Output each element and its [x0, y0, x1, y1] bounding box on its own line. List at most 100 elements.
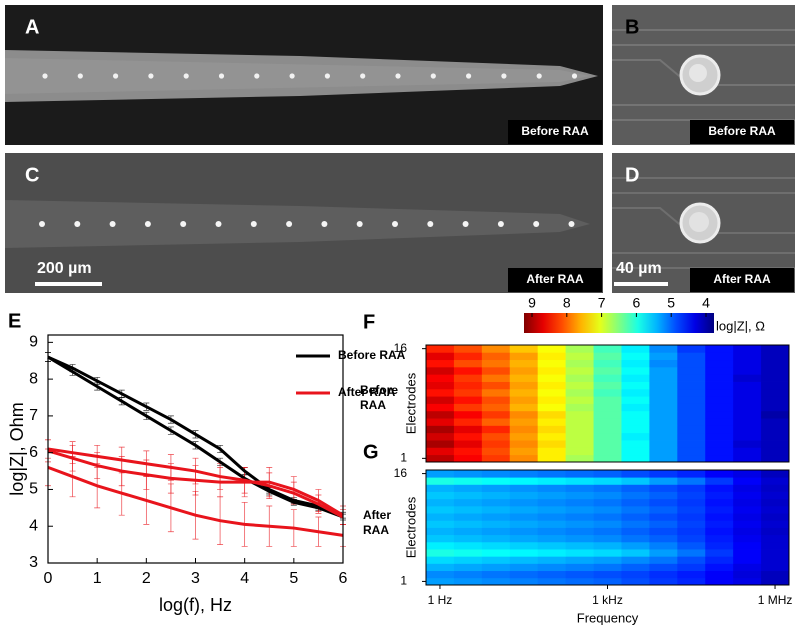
heat-cell: [453, 403, 483, 412]
heat-cell: [453, 484, 483, 492]
heat-cell: [453, 527, 483, 536]
heat-cell: [453, 534, 483, 543]
heat-cell: [761, 454, 790, 463]
heat-cell: [565, 403, 594, 412]
caption-box: [508, 120, 602, 144]
heat-cell: [537, 541, 567, 550]
heat-cell: [453, 374, 483, 382]
heat-cell: [453, 577, 483, 586]
heat-cell: [453, 498, 483, 507]
heat-cell: [593, 505, 622, 514]
heat-cell: [426, 410, 455, 419]
heat-cell: [481, 505, 511, 514]
heat-cell: [426, 432, 455, 441]
heat-cell: [761, 563, 790, 572]
heat-cell: [649, 527, 678, 536]
heat-cell: [426, 520, 455, 528]
heat-cell: [705, 454, 734, 463]
heat-cell: [593, 388, 622, 397]
heat-cell: [733, 470, 762, 478]
x-tick-label: 1 MHz: [758, 593, 793, 607]
electrode-dot: [497, 221, 504, 227]
heat-cell: [537, 352, 567, 361]
heat-cell: [481, 491, 511, 500]
heat-cell: [761, 505, 790, 514]
heat-cell: [733, 454, 762, 463]
heat-cell: [593, 447, 622, 456]
heat-cell: [677, 505, 706, 514]
heat-cell: [621, 470, 650, 478]
heat-cell: [509, 556, 539, 564]
heat-cell: [705, 541, 734, 550]
heat-cell: [733, 570, 762, 579]
heat-cell: [677, 381, 706, 390]
heat-cell: [733, 425, 762, 434]
panel-label: F: [363, 311, 375, 333]
heat-cell: [537, 388, 567, 397]
heat-cell: [733, 374, 762, 382]
heat-cell: [621, 563, 650, 572]
heat-cell: [565, 520, 594, 528]
electrode-dot: [77, 73, 83, 79]
heat-cell: [537, 570, 567, 579]
heat-cell: [593, 432, 622, 441]
heat-cell: [426, 556, 455, 564]
heat-cell: [509, 505, 539, 514]
heat-cell: [565, 374, 594, 382]
electrode-dot: [321, 221, 328, 227]
heat-cell: [481, 577, 511, 586]
heat-cell: [537, 520, 567, 528]
heat-cell: [621, 432, 650, 441]
heat-cell: [593, 470, 622, 478]
heat-cell: [677, 520, 706, 528]
heat-cell: [481, 470, 511, 478]
heat-cell: [481, 345, 511, 353]
heat-cell: [733, 577, 762, 586]
y-axis-label: Electrodes: [403, 372, 418, 434]
heat-cell: [705, 570, 734, 579]
colorbar-tick-label: 5: [667, 295, 675, 311]
heat-cell: [761, 359, 790, 368]
heat-cell: [761, 345, 790, 353]
heat-cell: [565, 470, 594, 478]
electrode-dot: [360, 73, 366, 79]
heat-cell: [426, 440, 455, 448]
heat-cell: [677, 440, 706, 448]
heat-cell: [649, 388, 678, 397]
heat-cell: [537, 403, 567, 412]
heat-cell: [621, 498, 650, 507]
heat-cell: [593, 541, 622, 550]
heat-cell: [565, 541, 594, 550]
heat-cell: [509, 563, 539, 572]
heat-cell: [705, 366, 734, 375]
heat-cell: [453, 410, 483, 419]
heat-cell: [649, 570, 678, 579]
heat-cell: [705, 491, 734, 500]
heat-cell: [426, 541, 455, 550]
heat-cell: [705, 520, 734, 528]
heat-cell: [649, 505, 678, 514]
heat-cell: [761, 491, 790, 500]
electrode-dot: [148, 73, 154, 79]
heat-cell: [593, 556, 622, 564]
heat-cell: [453, 447, 483, 456]
heat-cell: [733, 432, 762, 441]
heat-cell: [621, 374, 650, 382]
heat-cell: [565, 477, 594, 485]
heat-cell: [705, 577, 734, 586]
data-line: [47, 447, 344, 519]
heat-cell: [593, 352, 622, 361]
heat-cell: [453, 432, 483, 441]
x-tick-label: 1 kHz: [592, 593, 623, 607]
heat-cell: [649, 477, 678, 485]
heat-cell: [677, 454, 706, 463]
heat-cell: [481, 454, 511, 463]
caption-box: [690, 120, 794, 144]
heat-cell: [537, 345, 567, 353]
heat-cell: [733, 520, 762, 528]
heat-cell: [677, 388, 706, 397]
electrode-dot: [571, 73, 578, 79]
heat-cell: [537, 513, 567, 521]
x-tick-label: 4: [240, 570, 249, 587]
electrode-dot: [501, 73, 507, 79]
